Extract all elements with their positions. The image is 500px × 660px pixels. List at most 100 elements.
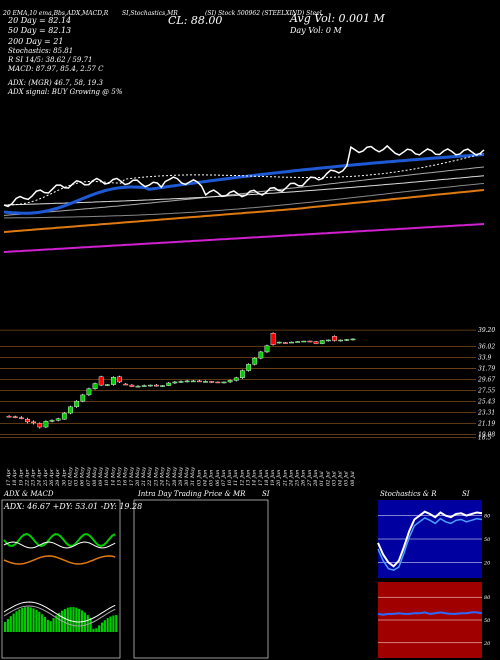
macd-histogram-bar — [95, 628, 98, 632]
date-tick-label: 24 Apr — [37, 468, 43, 487]
macd-histogram-bar — [12, 613, 15, 632]
ema200-label: 200 Day = 21 — [8, 37, 64, 46]
date-tick-label: 19 Apr — [18, 468, 24, 486]
adx-macd-panel — [1, 499, 121, 659]
macd-histogram-bar — [49, 621, 52, 632]
macd-histogram-bar — [100, 622, 104, 632]
date-tick-label: 05 Jul — [344, 471, 350, 486]
date-tick-label: 17 Apr — [6, 468, 12, 486]
date-tick-label: 20 Jun — [276, 470, 282, 487]
candle-up — [252, 357, 258, 365]
stochastics-label: Stochastics: 85.81 — [8, 47, 74, 55]
candle-up — [160, 385, 165, 387]
date-tick-label: 18 Jun — [264, 470, 270, 486]
price-line — [3, 144, 485, 208]
price-tick-label: 18.5 — [478, 434, 492, 441]
date-tick-label: 18 Apr — [12, 468, 18, 486]
candle-up — [135, 385, 141, 388]
price-tick-label: 39.20 — [478, 327, 495, 334]
candle-up — [276, 341, 282, 344]
macd-histogram-bar — [15, 611, 18, 632]
macd-label: MACD: 87.97, 85.4, 2.57 C — [8, 65, 104, 73]
candle-up — [147, 384, 153, 387]
macd-histogram-bar — [112, 615, 115, 632]
avg-volume-label: Avg Vol: 0.001 M — [290, 12, 385, 25]
candle-down — [270, 333, 276, 345]
price-tick-label: 27.55 — [477, 388, 495, 395]
candle-up — [246, 364, 251, 371]
candle-up — [227, 380, 233, 383]
date-tick-label: 03 Jun — [196, 470, 202, 486]
date-tick-label: 21 May — [141, 467, 147, 487]
header-stock-name: (STEELXIND) Steel — [262, 10, 322, 17]
candle-up — [289, 341, 294, 344]
date-tick-label: 10 Jun — [227, 470, 233, 486]
candle-down — [332, 336, 337, 341]
macd-histogram-bar — [26, 607, 29, 632]
candle-down — [129, 384, 135, 387]
candle-up — [74, 400, 80, 408]
date-tick-label: 19 Jun — [270, 470, 276, 486]
candle-up — [190, 380, 196, 383]
candle-up — [338, 339, 344, 342]
date-tick-label: 23 May — [153, 467, 159, 487]
candle-up — [55, 418, 61, 421]
price-tick-label: 31.79 — [478, 366, 495, 373]
date-tick-label: 27 May — [166, 467, 172, 487]
macd-histogram-bar — [9, 616, 12, 632]
macd-histogram-bar — [38, 611, 41, 632]
stochastics-d-line — [377, 517, 483, 572]
stoch-tick-label: 20 — [483, 560, 491, 566]
date-tick-label: 26 Apr — [49, 468, 55, 487]
candle-up — [43, 421, 49, 428]
candle-down — [209, 381, 215, 383]
macd-histogram-bar — [98, 625, 101, 632]
date-tick-label: 24 May — [160, 467, 166, 487]
macd-histogram-bar — [106, 618, 109, 632]
date-tick-label: 12 Jun — [239, 470, 245, 486]
candle-down — [117, 376, 122, 383]
si-tick-label: 80 — [484, 595, 491, 601]
date-tick-label: 28 Jun — [313, 470, 319, 487]
macd-histogram-bar — [63, 608, 67, 632]
si-tick-label: 50 — [484, 618, 491, 624]
date-tick-label: 21 Jun — [282, 470, 288, 487]
date-tick-label: 06 May — [80, 467, 86, 486]
price-tick-label: 25.43 — [477, 398, 495, 405]
date-tick-label: 07 May — [86, 467, 92, 486]
bollinger-mid-line — [3, 166, 485, 216]
ema-orange-line — [3, 189, 485, 233]
date-tick-label: 15 May — [117, 467, 123, 486]
macd-histogram-bar — [58, 612, 61, 632]
macd-histogram-bar — [86, 615, 89, 632]
candle-up — [178, 381, 184, 383]
date-tick-label: 30 May — [184, 467, 190, 486]
macd-histogram-bar — [115, 615, 118, 632]
macd-histogram-bar — [69, 607, 72, 632]
macd-histogram-bar — [29, 607, 32, 632]
ema-magenta-line — [3, 223, 485, 253]
date-tick-label: 25 Apr — [43, 468, 49, 487]
date-tick-label: 22 May — [147, 467, 153, 487]
date-tick-label: 02 Jul — [325, 471, 331, 486]
date-tick-label: 27 Jun — [307, 470, 313, 487]
candle-up — [68, 406, 73, 414]
adx-minus-line — [3, 555, 116, 565]
adx-signal-label: ADX signal: BUY Growing @ 5% — [8, 88, 123, 96]
candle-up — [319, 340, 325, 344]
candle-down — [98, 376, 104, 386]
candle-down — [18, 417, 24, 419]
candle-up — [264, 345, 270, 353]
date-tick-label: 03 Jul — [331, 471, 337, 486]
intraday-panel — [133, 499, 269, 659]
macd-histogram-bar — [18, 609, 21, 632]
macd-histogram-bar — [6, 619, 10, 632]
macd-histogram-bar — [52, 618, 55, 632]
si-line — [377, 611, 483, 616]
si-label: R SI 14/5: 38.62 / 59.71 — [8, 56, 93, 64]
ema-grey-line — [3, 175, 485, 206]
date-tick-label: 03 May — [74, 467, 80, 486]
adx-plus-line — [3, 532, 116, 548]
candle-up — [184, 380, 190, 383]
